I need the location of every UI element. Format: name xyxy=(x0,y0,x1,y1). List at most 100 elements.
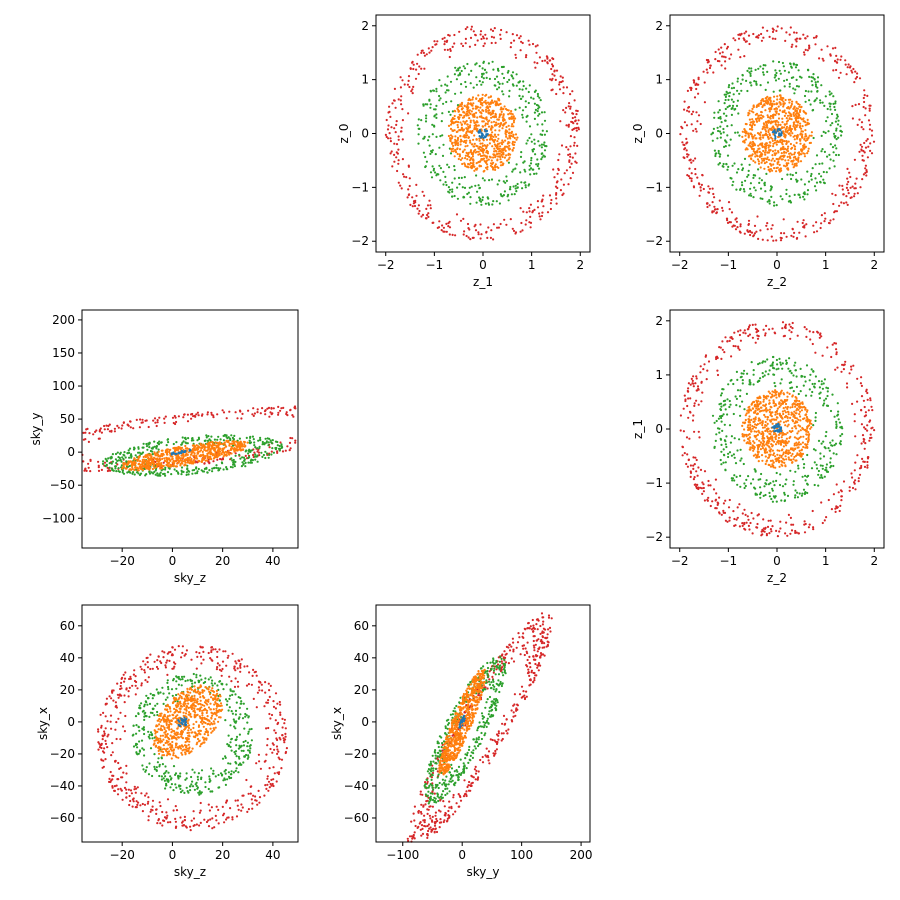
data-point xyxy=(181,454,184,457)
data-point xyxy=(150,458,153,461)
data-point xyxy=(789,516,793,520)
data-point xyxy=(707,185,710,188)
data-point xyxy=(688,167,691,170)
data-point xyxy=(772,130,775,133)
data-point xyxy=(206,411,209,414)
data-point xyxy=(504,121,507,124)
data-point xyxy=(537,167,541,170)
data-point xyxy=(799,160,803,163)
data-point xyxy=(128,456,131,459)
x-tick-label: −2 xyxy=(671,258,689,272)
data-point xyxy=(448,55,451,59)
data-point xyxy=(192,459,195,462)
data-point xyxy=(716,373,720,377)
data-point xyxy=(747,222,751,226)
data-point xyxy=(828,222,831,225)
data-point xyxy=(832,493,836,496)
data-point xyxy=(186,413,189,416)
data-point xyxy=(815,97,818,100)
data-point xyxy=(836,366,839,369)
data-point xyxy=(276,444,279,447)
data-point xyxy=(496,226,499,229)
data-point xyxy=(520,151,523,154)
data-point xyxy=(251,413,254,416)
data-point xyxy=(761,134,764,137)
data-point xyxy=(536,110,539,113)
data-point xyxy=(792,63,796,66)
data-point xyxy=(869,104,872,107)
data-point xyxy=(728,516,731,519)
data-point xyxy=(190,417,193,420)
data-point xyxy=(494,84,497,87)
data-point xyxy=(482,44,485,48)
data-point xyxy=(839,129,842,133)
data-point xyxy=(144,419,147,422)
data-point xyxy=(718,199,721,202)
data-point xyxy=(860,121,864,124)
data-point xyxy=(134,461,137,465)
data-point xyxy=(501,90,504,93)
data-point xyxy=(868,420,871,423)
data-point xyxy=(494,168,497,171)
data-point xyxy=(272,451,275,454)
data-point xyxy=(490,178,494,181)
data-point xyxy=(826,346,829,349)
data-point xyxy=(276,450,279,453)
data-point xyxy=(497,98,501,101)
data-point xyxy=(467,73,470,76)
data-point xyxy=(467,125,470,128)
data-point xyxy=(410,90,413,93)
data-point xyxy=(143,464,146,467)
data-point xyxy=(148,446,151,449)
data-point xyxy=(511,148,514,151)
data-point xyxy=(209,450,212,454)
data-point xyxy=(775,131,778,134)
data-point xyxy=(571,156,574,159)
data-point xyxy=(407,112,410,115)
data-point xyxy=(499,108,502,111)
data-point xyxy=(425,207,428,210)
data-point xyxy=(495,135,498,138)
data-point xyxy=(493,133,496,136)
data-point xyxy=(254,458,257,461)
data-point xyxy=(428,98,431,101)
data-point xyxy=(730,113,734,116)
data-point xyxy=(752,234,756,237)
data-point xyxy=(728,57,731,60)
data-point xyxy=(204,449,207,452)
data-point xyxy=(463,186,467,189)
data-point xyxy=(256,411,259,414)
data-point xyxy=(856,72,859,75)
data-point xyxy=(690,172,693,175)
data-point xyxy=(728,91,732,94)
data-point xyxy=(562,86,565,89)
data-point xyxy=(768,103,772,106)
data-point xyxy=(464,141,467,144)
data-point xyxy=(512,229,516,232)
data-point xyxy=(789,337,792,340)
data-point xyxy=(774,110,777,113)
x-tick-label: −1 xyxy=(426,258,444,272)
data-point xyxy=(769,519,772,522)
data-point xyxy=(855,177,858,180)
data-point xyxy=(458,30,461,33)
data-point xyxy=(779,155,783,158)
data-point xyxy=(438,164,441,167)
data-point xyxy=(757,168,760,171)
data-point xyxy=(479,33,482,36)
data-point xyxy=(512,77,515,80)
data-point xyxy=(848,66,852,69)
data-point xyxy=(445,40,448,44)
data-point xyxy=(155,447,158,450)
data-point xyxy=(796,220,799,223)
data-point xyxy=(718,155,721,158)
data-point xyxy=(509,46,512,49)
data-point xyxy=(863,426,866,429)
data-point xyxy=(497,122,500,125)
data-point xyxy=(744,122,747,126)
data-point xyxy=(565,106,568,109)
data-point xyxy=(167,441,170,444)
data-point xyxy=(822,130,825,133)
data-point xyxy=(761,26,765,29)
data-point xyxy=(105,424,108,427)
